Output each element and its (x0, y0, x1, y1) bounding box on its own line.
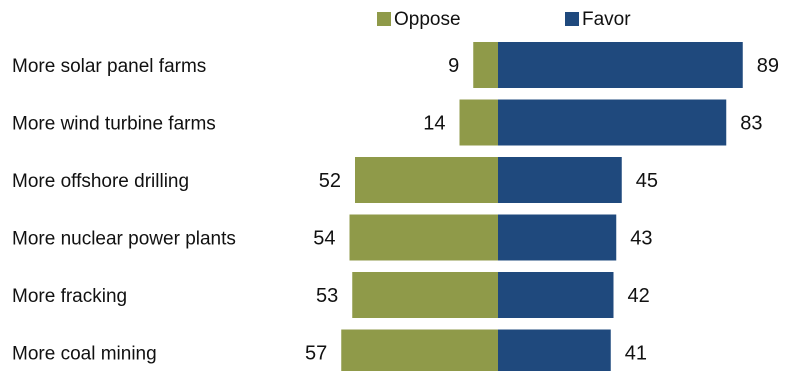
category-label: More solar panel farms (12, 56, 206, 77)
bar-oppose (352, 272, 498, 318)
legend-label-oppose: Oppose (394, 9, 461, 30)
value-label-favor: 43 (630, 228, 652, 250)
bar-oppose (459, 99, 498, 146)
bar-oppose (355, 157, 498, 203)
bar-favor (498, 157, 622, 203)
bar-favor (498, 329, 611, 371)
category-label: More nuclear power plants (12, 229, 236, 250)
value-label-oppose: 52 (319, 170, 341, 192)
category-label: More coal mining (12, 344, 157, 365)
value-label-favor: 45 (636, 170, 658, 192)
bar-oppose (349, 214, 498, 261)
bar-favor (498, 214, 617, 261)
value-label-favor: 41 (625, 343, 647, 365)
bar-favor (498, 42, 743, 88)
value-label-oppose: 57 (305, 343, 327, 365)
bar-favor (498, 99, 727, 146)
bar-oppose (473, 42, 498, 88)
legend-swatch-favor (565, 12, 579, 26)
category-label: More wind turbine farms (12, 114, 216, 135)
category-label: More fracking (12, 286, 127, 307)
legend: Oppose Favor (377, 9, 631, 30)
value-label-favor: 83 (740, 113, 762, 135)
value-label-oppose: 53 (316, 285, 338, 307)
value-label-favor: 42 (628, 285, 650, 307)
value-label-oppose: 14 (423, 113, 445, 135)
value-label-oppose: 54 (313, 228, 335, 250)
bar-oppose (341, 329, 498, 371)
bars (341, 42, 743, 371)
legend-swatch-oppose (377, 12, 391, 26)
category-label: More offshore drilling (12, 171, 189, 192)
value-label-oppose: 9 (448, 55, 459, 77)
legend-label-favor: Favor (582, 9, 631, 30)
value-label-favor: 89 (757, 55, 779, 77)
bar-favor (498, 272, 614, 318)
labels: More solar panel farms 9 89 More wind turbi… (12, 55, 779, 365)
